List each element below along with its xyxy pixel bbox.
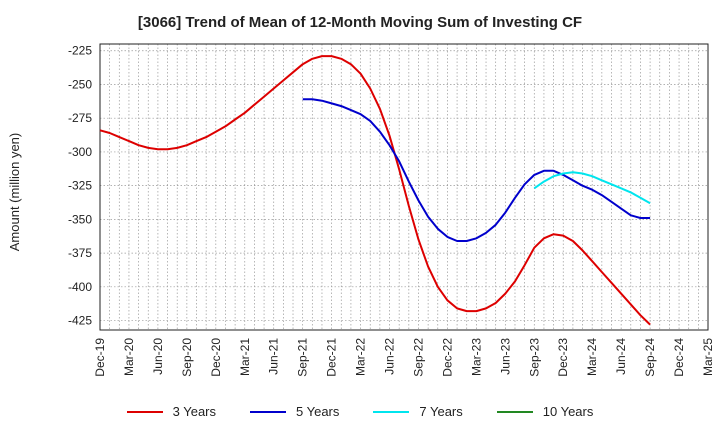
legend-item: 3 Years [126, 404, 216, 419]
legend: 3 Years 5 Years 7 Years 10 Years [0, 404, 720, 419]
grid [100, 44, 708, 330]
y-tick-label: -225 [68, 44, 92, 58]
x-tick-label: Mar-24 [585, 338, 599, 376]
series-line-7-years [533, 171, 651, 205]
series [99, 55, 651, 326]
legend-label: 3 Years [172, 404, 216, 419]
x-axis: Dec-19 Mar-20 Jun-20 Sep-20 Dec-20 Mar-21 Jun-… [93, 338, 715, 377]
x-tick-label: Dec-22 [440, 338, 454, 377]
x-tick-label: Sep-21 [296, 338, 310, 377]
series-line-5-years [302, 98, 651, 242]
x-tick-label: Dec-21 [325, 338, 339, 377]
x-tick-label: Jun-20 [151, 338, 165, 375]
plot-frame [99, 43, 709, 331]
y-tick-label: -425 [68, 314, 92, 328]
legend-label: 10 Years [542, 404, 594, 419]
legend-swatch [126, 410, 163, 413]
series-line-3-years [99, 55, 651, 326]
x-tick-label: Jun-24 [614, 338, 628, 375]
x-tick-label: Mar-23 [469, 338, 483, 376]
y-tick-label: -400 [68, 280, 92, 294]
y-axis-title: Amount (million yen) [7, 133, 22, 252]
x-tick-label: Dec-20 [209, 338, 223, 377]
legend-item: 5 Years [250, 404, 339, 419]
chart-title: [3066] Trend of Mean of 12-Month Moving … [137, 14, 583, 31]
legend-swatch [373, 410, 410, 413]
x-tick-label: Mar-25 [701, 338, 715, 376]
legend-label: 5 Years [296, 404, 340, 419]
x-tick-label: Mar-21 [238, 338, 252, 376]
legend-swatch [250, 410, 286, 413]
x-tick-label: Dec-23 [556, 338, 570, 377]
legend-swatch [496, 410, 533, 413]
y-tick-label: -275 [68, 111, 92, 125]
x-tick-label: Mar-20 [122, 338, 136, 376]
x-tick-label: Sep-20 [180, 338, 194, 377]
y-axis: -225 -250 -275 -300 -325 -350 -375 -400 -425 [68, 44, 92, 328]
legend-item: 10 Years [496, 404, 594, 419]
x-tick-label: Dec-19 [93, 338, 107, 377]
y-tick-label: -250 [68, 77, 92, 91]
x-tick-label: Dec-24 [672, 338, 686, 377]
x-tick-label: Jun-22 [383, 338, 397, 375]
y-tick-label: -350 [68, 212, 92, 226]
legend-item: 7 Years [373, 404, 463, 419]
x-tick-label: Sep-24 [643, 338, 657, 377]
legend-label: 7 Years [419, 404, 463, 419]
x-tick-label: Jun-23 [498, 338, 512, 375]
y-tick-label: -325 [68, 179, 92, 193]
x-tick-label: Sep-22 [411, 338, 425, 377]
x-tick-label: Sep-23 [527, 338, 541, 377]
x-tick-label: Jun-21 [267, 338, 281, 375]
y-tick-label: -375 [68, 246, 92, 260]
y-tick-label: -300 [68, 145, 92, 159]
x-tick-label: Mar-22 [354, 338, 368, 376]
